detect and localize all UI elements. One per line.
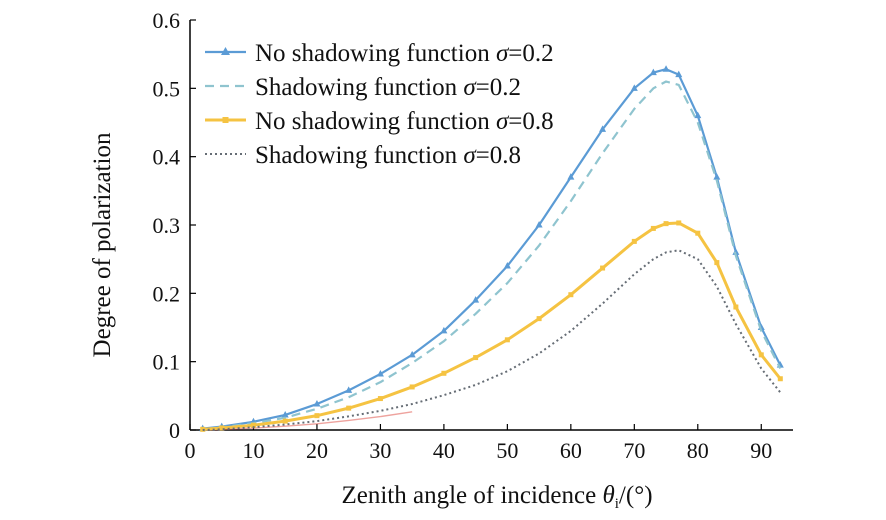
series-1-point (662, 65, 670, 72)
legend-marker-1 (221, 47, 230, 55)
legend-label-value: =0.2 (508, 40, 553, 67)
series-1-point (567, 173, 575, 180)
x-tick-label: 10 (242, 438, 264, 463)
legend-label-4: Shadowing function σ=0.8 (255, 142, 521, 169)
x-tick-label: 60 (560, 438, 582, 463)
legend-label-3: No shadowing function σ=0.8 (255, 108, 554, 135)
x-tick-label: 80 (687, 438, 709, 463)
series-3-point (409, 384, 415, 390)
series-1-point (694, 111, 702, 119)
y-tick-label: 0.5 (153, 76, 181, 101)
series-3-point (568, 292, 574, 298)
series-3-point (314, 413, 320, 419)
series-3-point (777, 376, 783, 382)
x-tick-label: 50 (496, 438, 518, 463)
series-3-point (733, 304, 739, 310)
series-1-point (535, 221, 543, 228)
series-3-point (473, 355, 479, 361)
x-tick-label: 70 (623, 438, 645, 463)
legend-marker-3 (222, 117, 229, 123)
series-1-point (630, 84, 638, 91)
series-3-point (282, 418, 288, 424)
legend-label-1: No shadowing function σ=0.2 (255, 40, 554, 67)
x-axis-label-subscript: i (615, 496, 619, 512)
series-3-point (346, 405, 352, 411)
series-1-point (281, 410, 289, 418)
legend-label-symbol: σ (496, 40, 510, 67)
series-3-point (758, 352, 764, 358)
legend-label-symbol: σ (496, 108, 510, 135)
x-axis-label-unit: /(°) (619, 482, 653, 509)
series-line-4 (202, 249, 782, 431)
series-1-point (649, 68, 657, 76)
y-tick-label: 0 (169, 418, 180, 443)
y-tick-label: 0.2 (153, 281, 181, 306)
series-3-point (714, 260, 720, 266)
legend-label-text: Shadowing function (255, 142, 463, 169)
legend-label-symbol: σ (463, 74, 477, 101)
series-3-point (600, 265, 606, 271)
series-1-point (675, 70, 683, 78)
series-line-2 (202, 80, 782, 431)
series-3-point (504, 337, 510, 343)
x-tick-label: 20 (306, 438, 328, 463)
series-group (199, 65, 784, 432)
legend-label-value: =0.8 (476, 142, 521, 169)
y-ticks: 0 0.1 0.2 0.3 0.4 0.5 0.6 (153, 8, 196, 443)
series-1-point (472, 296, 480, 303)
legend-label-2: Shadowing function σ=0.2 (255, 74, 521, 101)
x-tick-label: 90 (750, 438, 772, 463)
y-tick-label: 0.3 (153, 213, 181, 238)
x-axis-label-main: Zenith angle of incidence (341, 482, 602, 509)
series-3-point (650, 225, 656, 231)
series-3-point (441, 370, 447, 376)
series-3-point (695, 230, 701, 236)
legend-label-text: No shadowing function (255, 108, 496, 135)
series-1-point (313, 400, 321, 407)
x-axis-label: Zenith angle of incidence θi/(°) (341, 482, 652, 512)
series-3-point (631, 238, 637, 244)
series-1-point (503, 262, 511, 269)
legend-label-value: =0.8 (508, 108, 553, 135)
series-1-point (376, 369, 384, 377)
x-tick-label: 0 (185, 438, 196, 463)
series-3-point (219, 425, 225, 431)
x-ticks: 0 10 20 30 40 50 60 70 80 90 (185, 424, 772, 463)
accent-line (202, 411, 413, 431)
plot-area: 0 10 20 30 40 50 60 70 80 90 0 0.1 0.2 0.3 0.4 0.5 0.6 (153, 8, 793, 463)
legend-label-symbol: σ (463, 142, 477, 169)
x-tick-label: 30 (369, 438, 391, 463)
series-line-3 (202, 221, 782, 431)
series-1-point (408, 350, 416, 358)
y-tick-label: 0.1 (153, 350, 181, 375)
x-tick-label: 40 (433, 438, 455, 463)
series-1-point (599, 125, 607, 132)
series-1-point (440, 326, 448, 334)
series-3-point (250, 422, 256, 428)
y-tick-label: 0.4 (153, 145, 181, 170)
y-axis-label: Degree of polarization (89, 132, 116, 357)
legend-label-value: =0.2 (476, 74, 521, 101)
series-1-point (345, 386, 353, 393)
series-1-point (713, 173, 721, 180)
series-3-point (676, 220, 682, 226)
series-3-point (377, 396, 383, 402)
x-axis-label-symbol: θ (602, 482, 614, 509)
series-3-point (536, 316, 542, 322)
series-3-point (663, 221, 669, 227)
legend-label-text: No shadowing function (255, 40, 496, 67)
y-tick-label: 0.6 (153, 8, 181, 33)
legend-label-text: Shadowing function (255, 74, 463, 101)
